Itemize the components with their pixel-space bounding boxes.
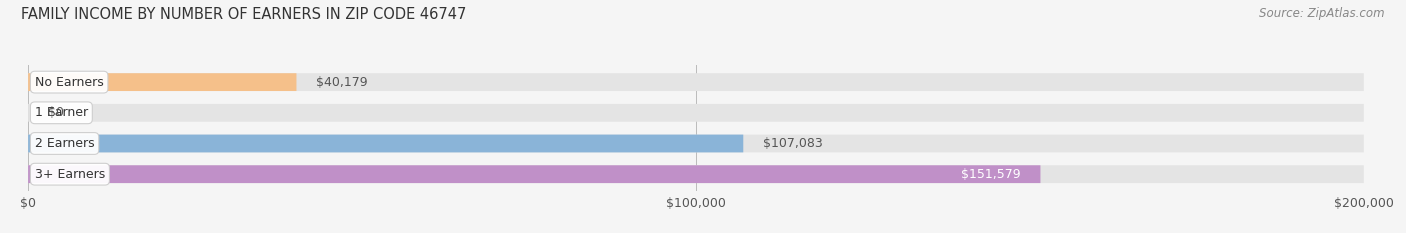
FancyBboxPatch shape [28, 165, 1364, 183]
FancyBboxPatch shape [28, 165, 1040, 183]
Text: $151,579: $151,579 [960, 168, 1021, 181]
FancyBboxPatch shape [28, 73, 1364, 91]
FancyBboxPatch shape [28, 73, 297, 91]
Text: Source: ZipAtlas.com: Source: ZipAtlas.com [1260, 7, 1385, 20]
Text: $0: $0 [48, 106, 65, 119]
FancyBboxPatch shape [28, 135, 744, 152]
Text: $107,083: $107,083 [763, 137, 823, 150]
Text: 2 Earners: 2 Earners [35, 137, 94, 150]
Text: No Earners: No Earners [35, 76, 104, 89]
Text: 1 Earner: 1 Earner [35, 106, 89, 119]
FancyBboxPatch shape [28, 104, 1364, 122]
Text: $40,179: $40,179 [316, 76, 368, 89]
Text: 3+ Earners: 3+ Earners [35, 168, 105, 181]
FancyBboxPatch shape [28, 135, 1364, 152]
Text: FAMILY INCOME BY NUMBER OF EARNERS IN ZIP CODE 46747: FAMILY INCOME BY NUMBER OF EARNERS IN ZI… [21, 7, 467, 22]
